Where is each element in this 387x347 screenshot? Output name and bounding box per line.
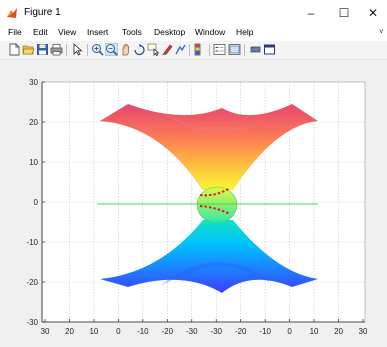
matlab-logo-icon — [6, 7, 18, 19]
x-tick-label: 10 — [89, 327, 98, 336]
link-plot-icon[interactable] — [174, 43, 187, 56]
insert-colorbar-icon[interactable] — [193, 43, 206, 56]
menu-file[interactable]: File — [8, 27, 22, 37]
insert-legend-icon[interactable] — [213, 43, 226, 56]
zoom-in-icon[interactable] — [91, 43, 104, 56]
x-tick-label: -20 — [162, 327, 174, 336]
y-axis: 30 20 10 0 -10 -20 -30 — [26, 78, 45, 327]
pan-icon[interactable] — [119, 43, 132, 56]
menu-bar: File Edit View Insert Tools Desktop Wind… — [0, 26, 387, 41]
menu-help[interactable]: Help — [236, 27, 254, 37]
brush-icon[interactable] — [161, 43, 174, 56]
x-tick-label: -10 — [137, 327, 149, 336]
toolbar-separator — [66, 44, 67, 56]
y-tick-label: -10 — [26, 238, 38, 247]
dock-figure-icon[interactable] — [263, 43, 276, 56]
upper-surface — [99, 104, 318, 191]
x-tick-label: 0 — [287, 327, 292, 336]
y-tick-label: 20 — [29, 118, 38, 127]
rotate-3d-icon[interactable] — [133, 43, 146, 56]
green-sphere — [196, 186, 238, 224]
minimize-button[interactable]: – — [307, 6, 315, 20]
menu-insert[interactable]: Insert — [87, 27, 109, 37]
y-tick-label: -30 — [26, 318, 38, 327]
toolbar-separator — [189, 44, 190, 56]
x-tick-label: 20 — [65, 327, 74, 336]
menu-overflow-chevron-icon[interactable]: ˅ — [379, 27, 384, 36]
data-cursor-icon[interactable] — [147, 43, 160, 56]
red-dashed-curves — [199, 187, 231, 215]
x-tick-label: 20 — [334, 327, 343, 336]
y-tick-label: 0 — [34, 198, 39, 207]
toolbar-separator — [87, 44, 88, 56]
x-tick-label: -20 — [235, 327, 247, 336]
new-figure-icon[interactable] — [8, 43, 21, 56]
lower-surface — [100, 220, 318, 293]
toolbar-separator — [209, 44, 210, 56]
menu-view[interactable]: View — [58, 27, 77, 37]
y-tick-label: 30 — [29, 78, 38, 87]
menu-edit[interactable]: Edit — [33, 27, 48, 37]
hide-plot-tools-icon[interactable] — [228, 43, 241, 56]
open-file-icon[interactable] — [22, 43, 35, 56]
y-tick-label: 10 — [29, 158, 38, 167]
x-tick-label: 10 — [310, 327, 319, 336]
x-axis: 30 20 10 0 -10 -20 -30 -30 -20 -10 0 10 20 30 — [41, 319, 368, 336]
print-icon[interactable] — [50, 43, 63, 56]
menu-tools[interactable]: Tools — [122, 27, 142, 37]
x-tick-label: -10 — [259, 327, 271, 336]
zoom-out-icon[interactable] — [105, 43, 118, 56]
x-tick-label: 30 — [41, 327, 50, 336]
x-tick-label: -30 — [210, 327, 222, 336]
save-icon[interactable] — [36, 43, 49, 56]
toolbar-separator — [244, 44, 245, 56]
menu-window[interactable]: Window — [195, 27, 226, 37]
x-tick-label: 30 — [359, 327, 368, 336]
window-title: Figure 1 — [24, 7, 61, 18]
y-tick-label: -20 — [26, 278, 38, 287]
x-tick-label: 0 — [116, 327, 121, 336]
edit-plot-arrow-icon[interactable] — [71, 43, 84, 56]
close-button[interactable]: ✕ — [367, 6, 379, 20]
show-plot-tools-icon[interactable] — [249, 43, 262, 56]
x-tick-label: -30 — [186, 327, 198, 336]
menu-desktop[interactable]: Desktop — [154, 27, 186, 37]
title-bar: Figure 1 – ☐ ✕ — [0, 0, 387, 26]
maximize-button[interactable]: ☐ — [338, 6, 350, 20]
toolbar — [0, 41, 387, 60]
